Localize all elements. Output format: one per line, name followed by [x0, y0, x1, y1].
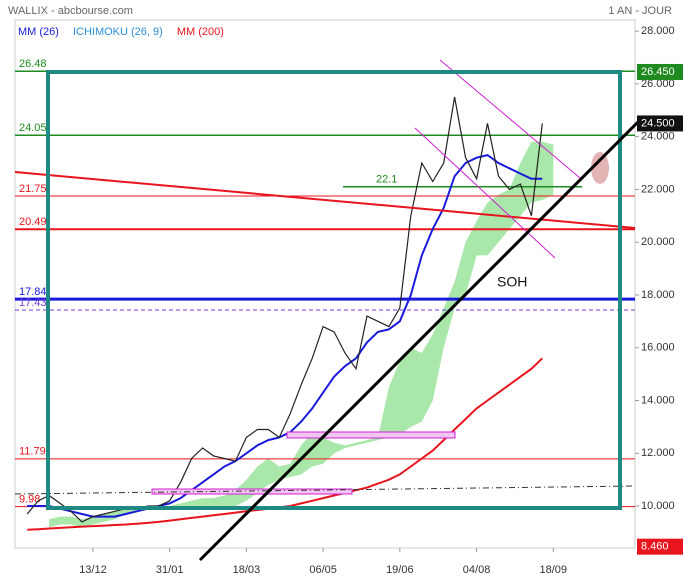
dash-dot-line — [14, 485, 636, 495]
x-tick-label: 18/09 — [540, 564, 568, 576]
x-tick-label: 04/08 — [463, 564, 491, 576]
zone-box — [286, 431, 456, 439]
plot-frame — [14, 19, 636, 549]
trend-line-red — [14, 171, 636, 229]
level-label: 17.84 — [19, 286, 47, 298]
trend-line-black — [198, 118, 642, 562]
y-tick-label: 22.000 — [641, 183, 675, 195]
chart-subtitle: 1 AN - JOUR — [608, 5, 672, 17]
y-tick-label: 10.000 — [641, 500, 675, 512]
level-label: 20.49 — [19, 216, 47, 228]
price-tag — [637, 538, 683, 555]
legend-entry: ICHIMOKU (26, 9) — [73, 26, 163, 38]
channel-line — [414, 127, 556, 259]
x-tick-label: 06/05 — [309, 564, 337, 576]
legend-entry: MM (200) — [177, 26, 224, 38]
level-label: 9.98 — [19, 493, 40, 505]
y-tick-label: 12.000 — [641, 447, 675, 459]
y-tick-label: 14.000 — [641, 394, 675, 406]
channel-line — [439, 59, 581, 179]
level-label: 22.1 — [376, 174, 397, 186]
indicator-line — [27, 154, 543, 518]
x-tick-label: 18/03 — [233, 564, 261, 576]
level-label: 11.79 — [19, 446, 46, 458]
ichimoku-cloud — [49, 141, 554, 528]
cloud-layer — [49, 141, 554, 528]
price-tag — [637, 115, 683, 132]
price-tag-label: 24.500 — [641, 117, 675, 129]
price-line — [26, 96, 543, 523]
price-tag-label: 26.450 — [641, 66, 675, 78]
y-tick-label: 26.000 — [641, 78, 675, 90]
y-tick-label: 16.000 — [641, 342, 675, 354]
level-label: 21.75 — [19, 183, 47, 195]
x-tick-label: 19/06 — [386, 564, 414, 576]
price-tag-label: 8.460 — [641, 541, 669, 553]
y-tick-label: 24.000 — [641, 131, 675, 143]
chart-title: WALLIX - abcbourse.com — [8, 5, 133, 17]
x-tick-label: 31/01 — [156, 564, 184, 576]
y-tick-label: 20.000 — [641, 236, 675, 248]
y-tick-label: 28.000 — [641, 25, 675, 37]
y-tick-label: 18.000 — [641, 289, 675, 301]
level-label: 17.43 — [19, 297, 47, 309]
price-tag — [637, 63, 683, 80]
level-label: 24.05 — [19, 122, 47, 134]
legend: MM (26) ICHIMOKU (26, 9) MM (200) — [18, 26, 224, 38]
level-label: 26.48 — [19, 58, 47, 70]
x-tick-label: 13/12 — [79, 564, 107, 576]
legend-entry: MM (26) — [18, 26, 59, 38]
cloud-forward — [591, 152, 609, 184]
annotation: SOH — [497, 274, 527, 290]
highlight-box — [46, 70, 622, 510]
zone-box — [151, 488, 353, 495]
